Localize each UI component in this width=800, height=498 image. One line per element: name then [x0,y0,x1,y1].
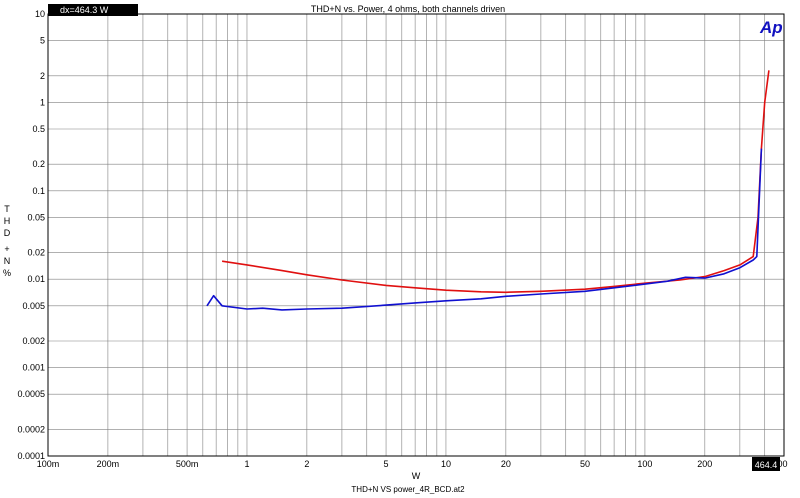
y-tick-label: 0.05 [27,212,45,222]
y-axis-label: T H D + N % [3,204,11,278]
series-line-red [221,70,770,294]
y-tick-label: 0.02 [27,248,45,258]
file-name-footer: THD+N VS power_4R_BCD.at2 [351,485,465,494]
svg-text:H: H [4,216,11,226]
y-tick-label: 1 [40,97,45,107]
x-tick-label: 100 [637,459,652,469]
data-series [206,70,770,311]
y-tick-label: 0.2 [32,159,45,169]
y-tick-label: 0.002 [22,336,45,346]
y-tick-label: 0.005 [22,301,45,311]
y-tick-label: 0.5 [32,124,45,134]
cursor-value-label: 464.4 [755,460,778,470]
svg-text:%: % [3,268,11,278]
x-tick-label: 200 [697,459,712,469]
x-axis-ticks: 100m200m500m125102050100200500 [37,459,788,469]
x-tick-label: 2 [304,459,309,469]
y-tick-label: 2 [40,71,45,81]
svg-text:T: T [4,204,10,214]
y-tick-label: 0.001 [22,363,45,373]
ap-logo: Ap [759,18,783,37]
x-tick-label: 1 [244,459,249,469]
x-tick-label: 200m [97,459,120,469]
x-tick-label: 500m [176,459,199,469]
grid-lines [48,14,784,456]
cursor-readout: dx=464.3 W [60,5,109,15]
y-axis-ticks: 10 5 2 1 0.5 0.2 0.1 0.05 0.02 0.01 0.005 0.002 0.00… [17,9,45,461]
chart-title: THD+N vs. Power, 4 ohms, both channels d… [311,4,505,14]
svg-text:D: D [4,228,11,238]
y-tick-label: 0.0001 [17,451,45,461]
x-tick-label: 50 [580,459,590,469]
y-tick-label: 0.0005 [17,389,45,399]
svg-text:+: + [4,244,9,254]
cursor-value-marker[interactable]: 464.4 [752,457,780,471]
plot-frame [47,13,785,457]
y-tick-label: 5 [40,36,45,46]
y-tick-label: 0.0002 [17,424,45,434]
svg-text:N: N [4,256,11,266]
x-tick-label: 20 [501,459,511,469]
x-tick-label: 100m [37,459,60,469]
y-tick-label: 0.1 [32,186,45,196]
cursor-readout-box[interactable] [48,4,138,16]
x-axis-label: W [412,471,421,481]
x-tick-label: 10 [441,459,451,469]
y-tick-label: 0.01 [27,274,45,284]
x-tick-label: 5 [384,459,389,469]
y-tick-label: 10 [35,9,45,19]
series-line-blue [206,148,763,311]
